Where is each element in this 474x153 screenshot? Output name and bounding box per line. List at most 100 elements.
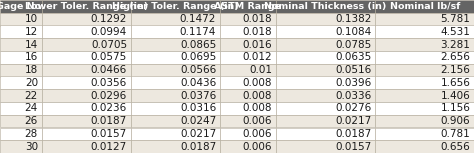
Text: Nominal lb/sf: Nominal lb/sf: [390, 2, 460, 11]
Text: 2.656: 2.656: [440, 52, 470, 62]
Text: 0.0296: 0.0296: [91, 91, 127, 101]
Bar: [131, 76, 220, 89]
Text: 0.0127: 0.0127: [91, 142, 127, 152]
Text: 1.156: 1.156: [440, 103, 470, 113]
Text: 0.0396: 0.0396: [336, 78, 372, 88]
Text: 26: 26: [25, 116, 38, 126]
Bar: [42, 51, 131, 64]
Bar: [0, 76, 42, 89]
Bar: [0, 51, 42, 64]
Text: 16: 16: [25, 52, 38, 62]
Bar: [131, 0, 220, 13]
Bar: [0, 13, 42, 26]
Text: 0.0695: 0.0695: [180, 52, 216, 62]
Bar: [42, 115, 131, 127]
Text: 0.01: 0.01: [249, 65, 272, 75]
Bar: [131, 26, 220, 38]
Bar: [0, 89, 42, 102]
Text: 0.008: 0.008: [243, 78, 272, 88]
Text: 0.0187: 0.0187: [180, 142, 216, 152]
Bar: [131, 13, 220, 26]
Text: 20: 20: [25, 78, 38, 88]
Bar: [220, 64, 276, 76]
Bar: [220, 140, 276, 153]
Text: 0.0217: 0.0217: [180, 129, 216, 139]
Bar: [0, 0, 42, 13]
Text: 28: 28: [25, 129, 38, 139]
Text: 1.406: 1.406: [440, 91, 470, 101]
Bar: [131, 64, 220, 76]
Bar: [375, 89, 474, 102]
Text: Gage No.: Gage No.: [0, 2, 46, 11]
Text: 0.0187: 0.0187: [336, 129, 372, 139]
Bar: [375, 115, 474, 127]
Bar: [220, 115, 276, 127]
Bar: [131, 140, 220, 153]
Text: 0.906: 0.906: [440, 116, 470, 126]
Text: 14: 14: [25, 40, 38, 50]
Bar: [42, 89, 131, 102]
Text: 0.0157: 0.0157: [91, 129, 127, 139]
Bar: [375, 38, 474, 51]
Bar: [220, 38, 276, 51]
Bar: [0, 38, 42, 51]
Text: 0.1084: 0.1084: [336, 27, 372, 37]
Bar: [131, 102, 220, 115]
Bar: [220, 127, 276, 140]
Text: 0.008: 0.008: [243, 91, 272, 101]
Bar: [42, 38, 131, 51]
Text: 0.016: 0.016: [242, 40, 272, 50]
Text: 0.781: 0.781: [440, 129, 470, 139]
Bar: [276, 64, 375, 76]
Bar: [42, 102, 131, 115]
Text: 0.0516: 0.0516: [336, 65, 372, 75]
Text: 0.0276: 0.0276: [336, 103, 372, 113]
Text: 0.1382: 0.1382: [335, 14, 372, 24]
Text: 22: 22: [25, 91, 38, 101]
Text: 0.1174: 0.1174: [180, 27, 216, 37]
Text: 0.0187: 0.0187: [91, 116, 127, 126]
Bar: [375, 102, 474, 115]
Text: ASTM Range: ASTM Range: [214, 2, 282, 11]
Text: 2.156: 2.156: [440, 65, 470, 75]
Text: 5.781: 5.781: [440, 14, 470, 24]
Text: 12: 12: [25, 27, 38, 37]
Text: 0.1292: 0.1292: [91, 14, 127, 24]
Bar: [276, 102, 375, 115]
Text: 0.0376: 0.0376: [180, 91, 216, 101]
Text: 0.0436: 0.0436: [180, 78, 216, 88]
Text: 3.281: 3.281: [440, 40, 470, 50]
Bar: [220, 26, 276, 38]
Text: 18: 18: [25, 65, 38, 75]
Text: 0.0316: 0.0316: [180, 103, 216, 113]
Bar: [276, 0, 375, 13]
Bar: [131, 89, 220, 102]
Bar: [375, 26, 474, 38]
Bar: [276, 127, 375, 140]
Text: 30: 30: [25, 142, 38, 152]
Text: 0.1472: 0.1472: [180, 14, 216, 24]
Text: 4.531: 4.531: [440, 27, 470, 37]
Text: 0.006: 0.006: [243, 142, 272, 152]
Bar: [276, 140, 375, 153]
Bar: [220, 102, 276, 115]
Text: 0.0635: 0.0635: [336, 52, 372, 62]
Bar: [276, 115, 375, 127]
Bar: [375, 51, 474, 64]
Text: 0.656: 0.656: [440, 142, 470, 152]
Bar: [276, 89, 375, 102]
Bar: [276, 26, 375, 38]
Text: 24: 24: [25, 103, 38, 113]
Bar: [276, 13, 375, 26]
Bar: [0, 102, 42, 115]
Bar: [375, 127, 474, 140]
Text: 0.0336: 0.0336: [336, 91, 372, 101]
Text: Nominal Thickness (in): Nominal Thickness (in): [264, 2, 387, 11]
Bar: [42, 127, 131, 140]
Bar: [0, 127, 42, 140]
Bar: [220, 89, 276, 102]
Text: 0.0236: 0.0236: [91, 103, 127, 113]
Bar: [131, 115, 220, 127]
Bar: [42, 13, 131, 26]
Text: 0.006: 0.006: [243, 129, 272, 139]
